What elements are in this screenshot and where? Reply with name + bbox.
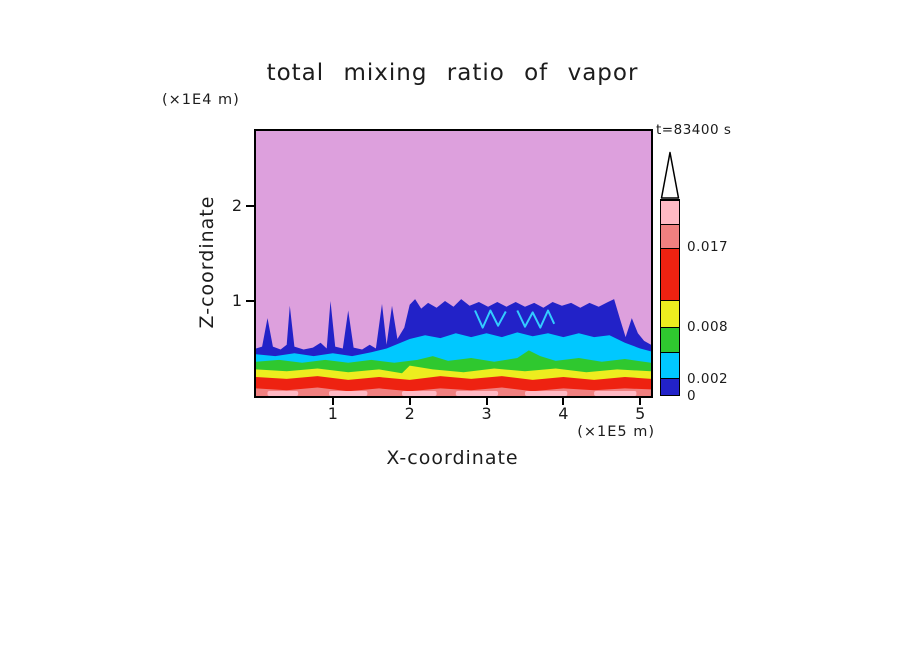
colorbar-segment-4 xyxy=(661,247,679,300)
surface-patch-4 xyxy=(525,391,568,396)
x-tick-label: 4 xyxy=(558,404,569,423)
surface-patch-3 xyxy=(455,391,499,396)
colorbar-segment-2 xyxy=(661,326,679,353)
inner-contour-1 xyxy=(516,309,556,329)
time-annotation: t=83400 s xyxy=(656,122,732,138)
x-tick-label: 3 xyxy=(481,404,492,423)
colorbar-label: 0.002 xyxy=(687,371,729,387)
inner-contour-0 xyxy=(474,309,507,329)
plot-frame xyxy=(254,129,653,398)
x-tick-mark xyxy=(485,398,488,405)
x-tick-label: 2 xyxy=(404,404,415,423)
y-tick-mark xyxy=(246,205,254,208)
x-tick-mark xyxy=(639,398,642,405)
y-tick-label: 2 xyxy=(231,196,242,216)
x-tick-label: 5 xyxy=(635,404,646,423)
y-tick-mark xyxy=(246,300,254,303)
surface-patch-2 xyxy=(402,391,437,396)
contour-plot xyxy=(256,131,651,396)
surface-patch-1 xyxy=(329,391,368,396)
x-tick-mark xyxy=(408,398,411,405)
surface-patch-0 xyxy=(267,391,299,396)
colorbar-segment-1 xyxy=(661,352,679,379)
x-axis-units: (×1E5 m) xyxy=(577,424,655,440)
colorbar xyxy=(660,199,680,396)
colorbar-overflow-arrow-icon xyxy=(660,151,680,199)
colorbar-segment-3 xyxy=(661,299,679,327)
surface-patch-5 xyxy=(594,391,637,396)
colorbar-segment-6 xyxy=(661,200,679,224)
colorbar-label: 0.008 xyxy=(687,319,729,335)
y-axis-label: Z-coordinate xyxy=(196,195,218,329)
x-tick-label: 1 xyxy=(327,404,338,423)
colorbar-label: 0 xyxy=(687,388,697,404)
x-tick-mark xyxy=(331,398,334,405)
x-tick-mark xyxy=(562,398,565,405)
colorbar-segment-0 xyxy=(661,378,679,395)
y-tick-label: 1 xyxy=(231,291,242,311)
colorbar-segment-5 xyxy=(661,223,679,248)
chart-title: total mixing ratio of vapor xyxy=(266,60,639,86)
y-axis-units: (×1E4 m) xyxy=(162,92,240,108)
x-axis-label: X-coordinate xyxy=(386,447,519,469)
colorbar-label: 0.017 xyxy=(687,239,729,255)
